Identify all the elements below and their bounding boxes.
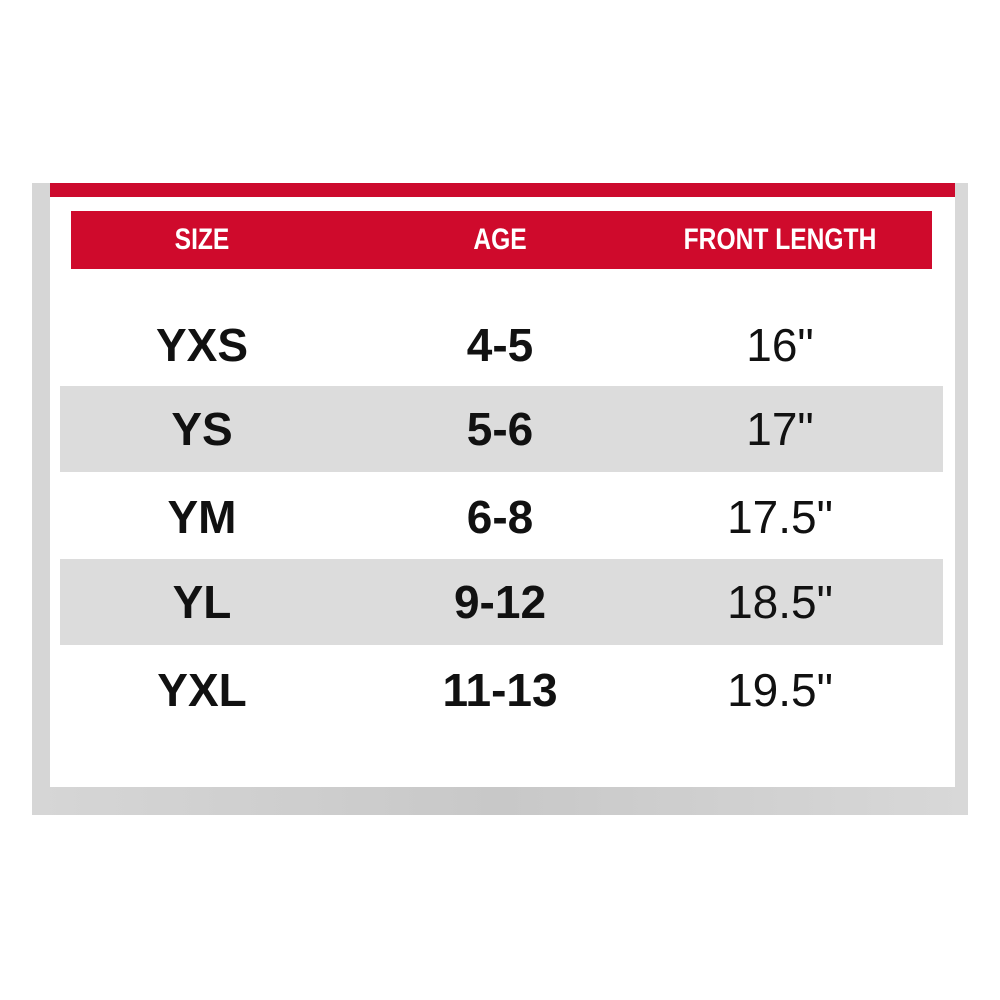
table-row: YL 9-12 18.5" — [60, 559, 943, 645]
header-front-length: FRONT LENGTH — [683, 223, 877, 256]
header-size: SIZE — [174, 223, 230, 256]
table-row: YXS 4-5 16" — [60, 302, 943, 388]
size-chart-card — [50, 197, 955, 787]
size-cell: YM — [167, 491, 237, 543]
size-cell: YL — [172, 576, 232, 628]
front-length-cell: 18.5" — [727, 576, 833, 628]
size-cell: YS — [171, 403, 233, 455]
age-cell: 9-12 — [453, 576, 547, 628]
header-age: AGE — [473, 223, 527, 256]
table-row: YXL 11-13 19.5" — [60, 647, 943, 733]
table-header: SIZE AGE FRONT LENGTH — [71, 211, 932, 269]
front-length-cell: 17.5" — [727, 491, 833, 543]
table-row: YS 5-6 17" — [60, 386, 943, 472]
age-cell: 11-13 — [442, 664, 558, 716]
front-length-cell: 19.5" — [727, 664, 833, 716]
size-cell: YXL — [157, 664, 247, 716]
age-cell: 4-5 — [466, 319, 534, 371]
front-length-cell: 17" — [746, 403, 814, 455]
age-cell: 6-8 — [466, 491, 534, 543]
size-cell: YXS — [155, 319, 249, 371]
top-red-bar — [50, 183, 955, 197]
front-length-cell: 16" — [746, 319, 814, 371]
table-row: YM 6-8 17.5" — [60, 474, 943, 560]
age-cell: 5-6 — [466, 403, 534, 455]
